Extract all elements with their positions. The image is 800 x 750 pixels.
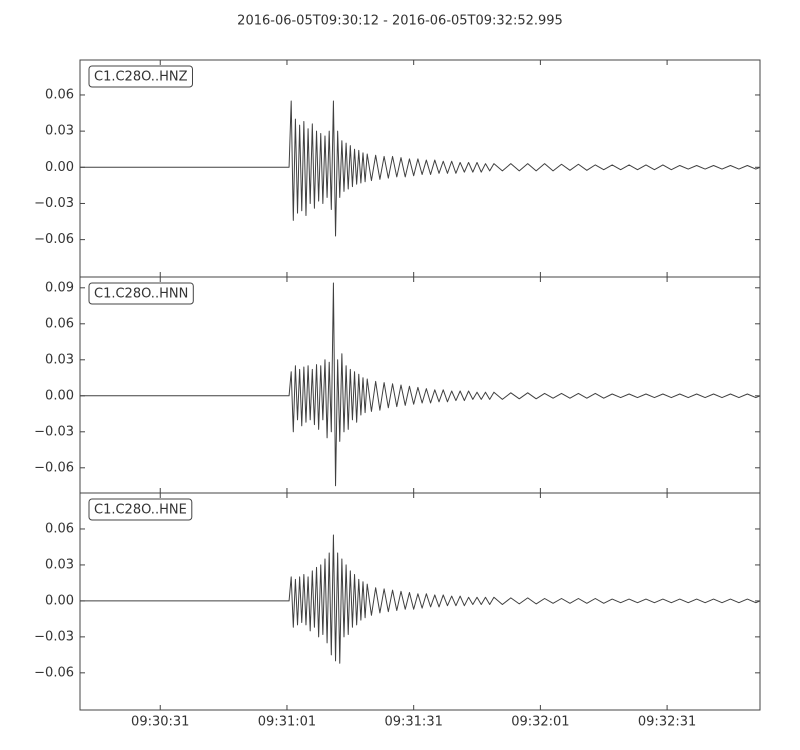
- trace-label-box: [88, 65, 193, 88]
- panel-frame: [79, 492, 761, 711]
- waveform: [80, 100, 760, 237]
- y-tick-label: −0.06: [34, 232, 74, 247]
- y-tick-label: 0.00: [45, 160, 74, 175]
- y-tick-label: 0.00: [45, 388, 74, 403]
- figure-title: 2016-06-05T09:30:12 - 2016-06-05T09:32:5…: [237, 14, 563, 29]
- x-tick-label: 09:32:31: [638, 715, 696, 730]
- waveform: [80, 282, 760, 487]
- y-tick-label: 0.00: [45, 593, 74, 608]
- trace-label: C1.C28O..HNN: [94, 287, 188, 302]
- y-tick-label: 0.09: [45, 280, 74, 295]
- y-tick-label: 0.03: [45, 124, 74, 139]
- y-tick-label: 0.06: [45, 87, 74, 102]
- y-tick-label: −0.06: [34, 665, 74, 680]
- trace-label-box: [88, 498, 193, 521]
- y-tick-label: 0.06: [45, 521, 74, 536]
- trace-label: C1.C28O..HNZ: [94, 70, 188, 85]
- x-tick-label: 09:30:31: [131, 715, 189, 730]
- y-tick-label: 0.06: [45, 316, 74, 331]
- waveform: [80, 534, 760, 664]
- y-tick-label: −0.03: [34, 424, 74, 439]
- y-tick-label: −0.06: [34, 460, 74, 475]
- y-tick-label: 0.03: [45, 557, 74, 572]
- y-tick-label: −0.03: [34, 196, 74, 211]
- x-tick-label: 09:32:01: [511, 715, 569, 730]
- trace-label-box: [88, 282, 194, 305]
- x-tick-label: 09:31:01: [258, 715, 316, 730]
- y-tick-label: 0.03: [45, 352, 74, 367]
- trace-label: C1.C28O..HNE: [94, 503, 187, 518]
- y-tick-label: −0.03: [34, 629, 74, 644]
- x-tick-label: 09:31:31: [384, 715, 442, 730]
